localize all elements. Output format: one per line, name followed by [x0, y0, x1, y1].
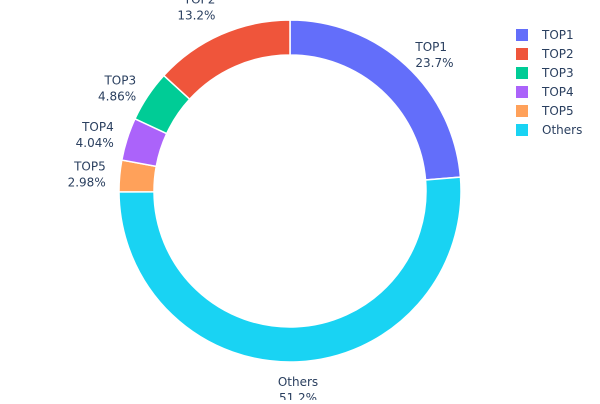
slice-label-percent: 51.2% [279, 391, 317, 400]
slice-label-percent: 4.86% [98, 89, 136, 103]
slice-label-top5: TOP5 2.98% [68, 160, 106, 190]
slice-label-top4: TOP4 4.04% [76, 120, 114, 150]
slice-label-name: Others [278, 375, 318, 389]
slice-labels: TOP1 23.7%Others 51.2%TOP5 2.98%TOP4 4.04%TO… [68, 0, 454, 404]
slice-label-top1: TOP1 23.7% [414, 40, 453, 70]
legend-swatch [516, 105, 528, 117]
slice-label-percent: 13.2% [177, 9, 215, 23]
slice-label-percent: 2.98% [68, 176, 106, 190]
legend-swatch [516, 29, 528, 41]
donut-slices [118, 19, 462, 363]
slice-label-name: TOP3 [103, 73, 136, 87]
slice-label-percent: 4.04% [76, 136, 114, 150]
slice-label-top3: TOP3 4.86% [98, 73, 136, 103]
legend-label: TOP5 [541, 104, 574, 118]
legend-swatch [516, 86, 528, 98]
legend-label: Others [542, 123, 582, 137]
legend-label: TOP4 [541, 85, 574, 99]
slice-label-name: TOP1 [414, 40, 447, 54]
legend-item-others[interactable]: Others [516, 123, 582, 137]
legend: TOP1 TOP2 TOP3 TOP4 TOP5 Others [516, 28, 582, 137]
legend-item-top3[interactable]: TOP3 [516, 66, 574, 80]
slice-label-top2: TOP2 13.2% [177, 0, 215, 23]
legend-item-top5[interactable]: TOP5 [516, 104, 574, 118]
slice-label-percent: 23.7% [415, 56, 453, 70]
legend-item-top4[interactable]: TOP4 [516, 85, 574, 99]
slice-others[interactable] [118, 176, 462, 363]
legend-label: TOP3 [541, 66, 574, 80]
legend-swatch [516, 67, 528, 79]
legend-label: TOP1 [541, 28, 574, 42]
legend-swatch [516, 124, 528, 136]
slice-top2[interactable] [162, 19, 291, 101]
slice-label-others: Others 51.2% [278, 375, 318, 400]
slice-label-name: TOP4 [81, 120, 114, 134]
legend-swatch [516, 48, 528, 60]
slice-label-name: TOP2 [183, 0, 216, 7]
legend-item-top1[interactable]: TOP1 [516, 28, 574, 42]
legend-label: TOP2 [541, 47, 574, 61]
slice-label-name: TOP5 [73, 160, 106, 174]
legend-item-top2[interactable]: TOP2 [516, 47, 574, 61]
